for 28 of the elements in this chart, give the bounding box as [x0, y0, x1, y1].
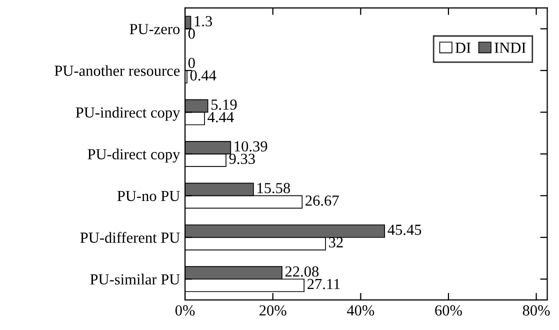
y-tick-label: PU-zero [130, 24, 180, 34]
data-label: 5.19 [211, 100, 237, 110]
y-tick-label: PU-direct copy [88, 148, 180, 163]
data-label: 1.3 [194, 16, 212, 26]
data-label: 22.08 [285, 266, 319, 277]
data-label: 9.33 [229, 154, 255, 164]
data-label: 4.44 [208, 112, 234, 122]
x-tick-label: 0% [175, 305, 195, 316]
y-tick-label: PU-another resource [54, 65, 180, 76]
y-tick-label: PU-similar PU [90, 274, 180, 285]
data-label: 32 [329, 237, 343, 248]
data-label: 15.58 [258, 182, 290, 194]
x-tick-label: 40% [346, 305, 374, 316]
data-label: 10.39 [234, 141, 268, 152]
data-label: 0 [188, 58, 195, 68]
x-tick-label: 60% [435, 305, 462, 316]
y-tick-label: PU-no PU [117, 190, 180, 202]
legend-label: DI [455, 42, 471, 53]
data-label: 0.44 [190, 70, 216, 81]
data-label: 26.67 [306, 195, 339, 206]
x-tick-label: 20% [260, 305, 286, 316]
y-tick-label: PU-different PU [80, 232, 180, 243]
y-tick-label: PU-indirect copy [76, 106, 180, 121]
x-tick-label: 80% [522, 305, 550, 316]
legend-label: INDI [494, 42, 526, 53]
data-label: 45.45 [388, 224, 422, 236]
data-label: 0 [188, 28, 195, 39]
data-label: 27.11 [308, 278, 340, 290]
